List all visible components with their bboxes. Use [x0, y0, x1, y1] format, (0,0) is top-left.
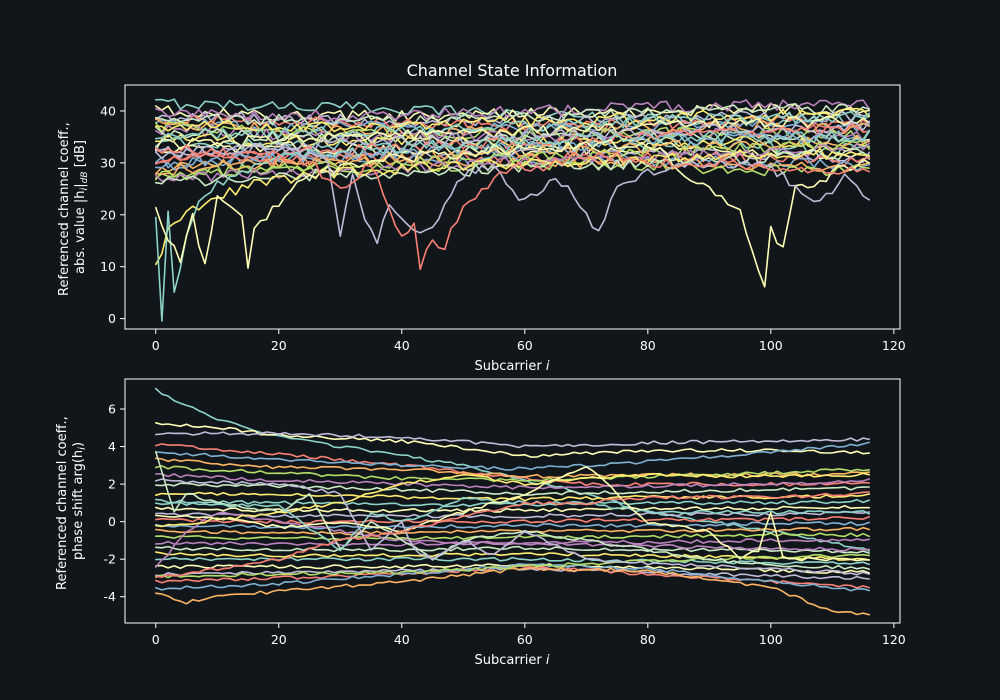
top-ylabel: Referenced channel coeff., abs. value |h… [57, 118, 90, 296]
top-ytick-label: 40 [100, 103, 116, 118]
top-ytick-label: 0 [108, 311, 116, 326]
bottom-series-line [155, 510, 871, 519]
bottom-ytick-label: 0 [108, 514, 116, 529]
bottom-series-line [155, 466, 871, 562]
top-series-line [155, 144, 871, 271]
top-series-line [155, 139, 871, 288]
bottom-series-line [155, 521, 871, 530]
top-xtick-label: 60 [517, 338, 533, 353]
bottom-series-line [155, 491, 871, 578]
bottom-xtick-label: 80 [640, 632, 656, 647]
top-series-line [155, 143, 871, 245]
bottom-series-line [155, 482, 871, 497]
bottom-xtick-label: 40 [394, 632, 410, 647]
bottom-plot-frame [124, 378, 901, 624]
top-series-line [155, 130, 871, 322]
bottom-series-lines [155, 387, 871, 616]
top-plot-frame [124, 84, 901, 330]
bottom-series-line [155, 496, 871, 552]
bottom-series-line [155, 526, 871, 536]
bottom-series-line [155, 538, 871, 547]
bottom-ytick-label: 4 [108, 439, 116, 454]
bottom-series-line [155, 563, 871, 592]
bottom-xtick-label: 100 [759, 632, 783, 647]
bottom-ytick-label: -2 [104, 552, 116, 567]
top-xtick-label: 0 [152, 338, 160, 353]
top-xlabel: Subcarrier i [474, 359, 549, 374]
bottom-ylabel: Referenced channel coeff., phase shift a… [55, 412, 88, 590]
bottom-series-line [155, 545, 871, 554]
bottom-ytick-label: 2 [108, 477, 116, 492]
bottom-series-line [155, 553, 871, 579]
top-xtick-label: 120 [882, 338, 906, 353]
bottom-series-line [155, 551, 871, 561]
bottom-series-line [155, 472, 871, 528]
top-ytick-label: 10 [100, 259, 116, 274]
bottom-series-line [155, 421, 871, 458]
top-xtick-label: 20 [271, 338, 287, 353]
bottom-series-line [155, 431, 871, 449]
bottom-ytick-label: 6 [108, 402, 116, 417]
top-series-line [155, 139, 871, 181]
bottom-xtick-label: 0 [152, 632, 160, 647]
bottom-series-line [155, 511, 871, 568]
bottom-series-line [155, 566, 871, 580]
bottom-series-line [155, 532, 871, 541]
top-series-line [155, 107, 871, 133]
bottom-xlabel: Subcarrier i [474, 653, 549, 668]
bottom-series-line [155, 441, 871, 471]
top-series-line [155, 147, 871, 266]
top-series-line [155, 118, 871, 136]
bottom-series-line [155, 491, 871, 502]
chart-title: Channel State Information [407, 61, 618, 80]
bottom-ticks: 0 20 40 60 80 100 120 -4 -2 0 2 4 6 [104, 402, 906, 647]
bottom-series-line [155, 457, 871, 479]
top-ticks: 0 20 40 60 80 100 120 0 10 20 30 40 [100, 103, 906, 353]
bottom-series-line [155, 478, 871, 576]
bottom-series-line [155, 450, 871, 571]
top-xtick-label: 100 [759, 338, 783, 353]
top-xtick-label: 40 [394, 338, 410, 353]
bottom-series-line [155, 566, 871, 616]
top-ytick-label: 30 [100, 155, 116, 170]
top-ytick-label: 20 [100, 207, 116, 222]
bottom-xtick-label: 60 [517, 632, 533, 647]
top-chart-magnitude: 0 20 40 60 80 100 120 0 10 20 30 40 Subcarrier i Re… [57, 84, 906, 374]
bottom-xtick-label: 20 [271, 632, 287, 647]
top-series-lines [155, 98, 871, 322]
bottom-series-line [155, 504, 871, 513]
bottom-xtick-label: 120 [882, 632, 906, 647]
bottom-series-line [155, 473, 871, 490]
top-series-line [155, 156, 871, 175]
top-series-line [155, 123, 871, 165]
bottom-chart-phase: 0 20 40 60 80 100 120 -4 -2 0 2 4 6 Subcarrier i Ref… [55, 378, 906, 668]
bottom-ytick-label: -4 [104, 589, 117, 604]
bottom-series-line [155, 465, 871, 483]
top-xtick-label: 80 [640, 338, 656, 353]
